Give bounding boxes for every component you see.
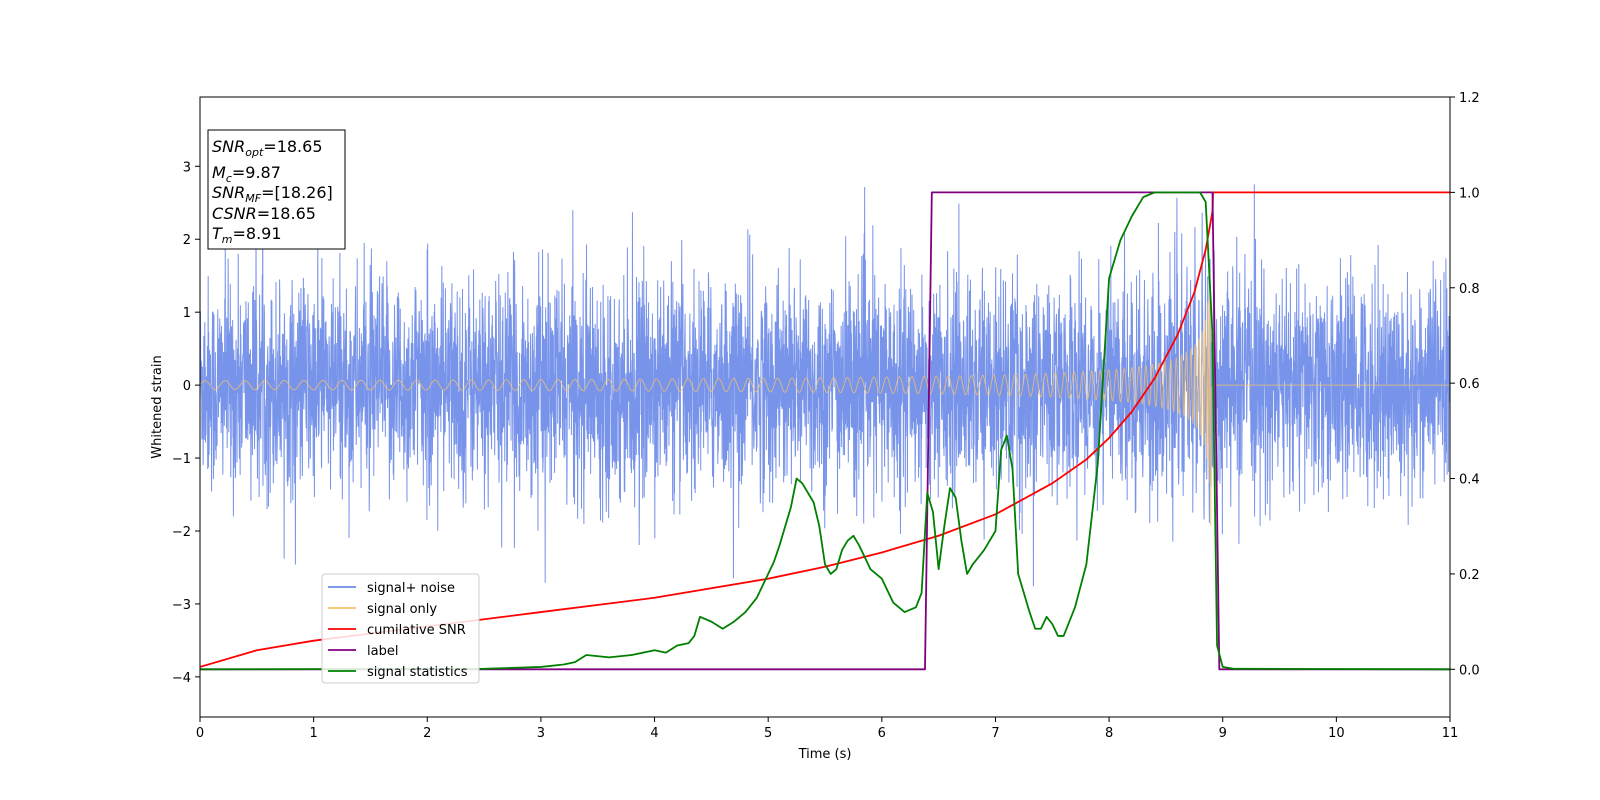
y-tick-label: 2 [183, 233, 191, 248]
y-tick-label: −3 [172, 598, 191, 613]
x-axis-label: Time (s) [798, 747, 852, 762]
info-tm: Tm=8.91 [212, 224, 282, 246]
x-tick-label: 3 [537, 726, 545, 741]
y-tick-label: −1 [172, 452, 191, 467]
x-tick-label: 0 [196, 726, 204, 741]
y-tick-label: −4 [172, 671, 191, 686]
x-tick-label: 10 [1328, 726, 1345, 741]
legend-label: signal+ noise [367, 581, 455, 596]
plot-frame [199, 96, 1451, 718]
y-axis-label: Whitened strain [150, 355, 165, 458]
y-right-tick-label: 1.0 [1459, 186, 1480, 201]
series-label-line [200, 191, 1450, 671]
legend: signal+ noise signal only cumilative SNR la… [321, 573, 480, 684]
y-right-tick-label: 0.2 [1459, 568, 1480, 583]
x-tick-label: 1 [309, 726, 317, 741]
x-tick-label: 7 [991, 726, 999, 741]
x-tick-label: 8 [1105, 726, 1113, 741]
legend-label: signal statistics [367, 665, 468, 680]
legend-label: cumilative SNR [367, 623, 466, 638]
y-right-tick-label: 1.2 [1459, 91, 1480, 106]
y-right-tick-label: 0.6 [1459, 377, 1480, 392]
y-right-tick-label: 0.4 [1459, 473, 1480, 488]
x-tick-label: 4 [650, 726, 658, 741]
y-tick-label: 3 [183, 160, 191, 175]
x-tick-label: 11 [1442, 726, 1459, 741]
y-right-tick-label: 0.0 [1459, 663, 1480, 678]
x-tick-label: 6 [878, 726, 886, 741]
series-signal-noise-line [200, 181, 1450, 587]
series-signal-only-line [200, 272, 1450, 526]
legend-label: label [367, 644, 398, 659]
y-right-tick-label: 0.8 [1459, 282, 1480, 297]
info-snr-mf: SNRMF=[18.26] [212, 183, 333, 205]
x-tick-label: 5 [764, 726, 772, 741]
legend-label: signal only [367, 602, 437, 617]
info-box: SNRopt=18.65 Mc=9.87 SNRMF=[18.26] CSNR=… [207, 129, 346, 250]
y-tick-label: 0 [183, 379, 191, 394]
info-mc: Mc=9.87 [212, 163, 281, 185]
y-tick-label: −2 [172, 525, 191, 540]
info-snr-opt: SNRopt=18.65 [212, 137, 323, 159]
info-csnr: CSNR=18.65 [212, 204, 316, 223]
y-tick-label: 1 [183, 306, 191, 321]
series-cumulative-snr-line [200, 191, 1450, 668]
series-signal-statistics-line [200, 191, 1450, 671]
x-tick-label: 9 [1219, 726, 1227, 741]
x-tick-label: 2 [423, 726, 431, 741]
